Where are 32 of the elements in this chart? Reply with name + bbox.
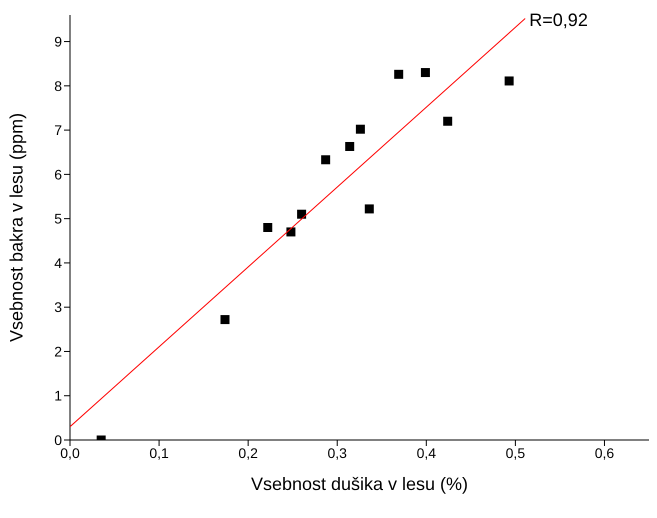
point	[420, 68, 430, 78]
point	[504, 76, 514, 86]
y-tick-label: 8	[54, 78, 62, 94]
x-tick-label: 0,2	[238, 444, 258, 461]
x-tick-label: 0,6	[594, 444, 614, 461]
y-tick-label: 0	[54, 432, 62, 448]
annotation: R=0,92	[529, 10, 588, 30]
x-tick-label: 0,0	[60, 444, 80, 461]
point	[263, 223, 272, 232]
point	[321, 155, 330, 164]
y-tick-label: 4	[54, 254, 62, 271]
y-tick-label: 7	[54, 122, 62, 138]
point	[297, 210, 306, 219]
y-axis-title: Vsebnost bakra v lesu (ppm)	[6, 112, 26, 342]
x-tick-label: 0,1	[149, 444, 170, 461]
point	[286, 227, 296, 236]
point	[345, 142, 354, 151]
x-tick-label: 0,4	[416, 444, 436, 461]
x-tick-label: 0,3	[327, 444, 348, 461]
point	[394, 70, 404, 79]
y-tick-label: 9	[54, 34, 62, 50]
y-tick-label: 1	[54, 388, 62, 404]
y-tick-label: 3	[54, 299, 62, 316]
x-axis-title: Vsebnost dušika v lesu (%)	[250, 474, 468, 494]
y-tick-label: 5	[54, 210, 62, 227]
point	[443, 116, 452, 126]
y-tick-label: 6	[54, 166, 62, 182]
point	[356, 124, 365, 134]
x-tick-label: 0,5	[506, 444, 526, 461]
y-tick-label: 2	[54, 343, 62, 360]
point	[364, 204, 374, 214]
point	[220, 315, 230, 324]
